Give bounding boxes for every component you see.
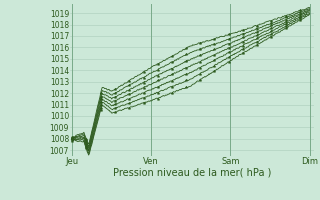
X-axis label: Pression niveau de la mer( hPa ): Pression niveau de la mer( hPa ) <box>113 168 271 178</box>
